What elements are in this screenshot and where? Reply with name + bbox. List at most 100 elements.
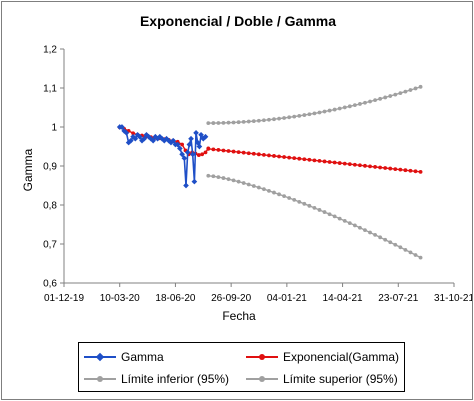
y-tick-label: 0,7 bbox=[43, 240, 57, 251]
data-point-exponencial-gamma bbox=[221, 148, 226, 153]
data-point-l-mite-inferior-95 bbox=[363, 228, 367, 233]
data-point-l-mite-superior-95 bbox=[211, 121, 216, 125]
data-point-l-mite-inferior-95 bbox=[312, 205, 317, 210]
data-point-l-mite-inferior-95 bbox=[297, 199, 302, 204]
legend-symbol-gamma bbox=[84, 352, 116, 362]
chart-title: Exponencial / Doble / Gamma bbox=[140, 13, 336, 29]
data-point-l-mite-superior-95 bbox=[322, 109, 327, 114]
legend-item-superior: Límite superior (95%) bbox=[245, 371, 398, 387]
data-point-l-mite-superior-95 bbox=[231, 120, 236, 125]
data-point-exponencial-gamma bbox=[277, 154, 281, 159]
data-point-gamma bbox=[174, 141, 181, 148]
data-point-exponencial-gamma bbox=[398, 167, 403, 172]
data-point-l-mite-superior-95 bbox=[378, 96, 383, 101]
legend-symbol-inferior bbox=[84, 376, 116, 382]
data-point-l-mite-inferior-95 bbox=[267, 188, 271, 193]
data-point-l-mite-inferior-95 bbox=[236, 179, 241, 184]
data-point-exponencial-gamma bbox=[388, 166, 393, 171]
data-point-l-mite-superior-95 bbox=[236, 120, 241, 125]
data-point-gamma bbox=[170, 137, 177, 144]
data-point-l-mite-inferior-95 bbox=[261, 187, 266, 192]
data-point-exponencial-gamma bbox=[383, 166, 388, 170]
data-point-exponencial-gamma bbox=[267, 153, 271, 158]
data-point-l-mite-inferior-95 bbox=[256, 185, 261, 190]
x-tick-label: 04-01-21 bbox=[267, 293, 307, 304]
data-point-l-mite-inferior-95 bbox=[302, 201, 307, 206]
data-point-l-mite-superior-95 bbox=[327, 108, 332, 113]
data-point-l-mite-inferior-95 bbox=[368, 230, 372, 235]
y-tick-label: 0,6 bbox=[43, 279, 57, 290]
data-point-exponencial-gamma bbox=[342, 161, 347, 166]
data-point-exponencial-gamma bbox=[322, 159, 327, 164]
data-point-l-mite-superior-95 bbox=[221, 120, 226, 125]
data-point-gamma bbox=[196, 143, 203, 150]
data-point-l-mite-superior-95 bbox=[256, 118, 261, 123]
data-point-l-mite-superior-95 bbox=[206, 121, 211, 125]
data-point-exponencial-gamma bbox=[196, 153, 201, 157]
series-exponencial-gamma bbox=[117, 125, 423, 174]
data-point-l-mite-superior-95 bbox=[388, 94, 393, 98]
data-point-gamma bbox=[183, 182, 189, 189]
data-point-exponencial-gamma bbox=[206, 146, 211, 151]
data-point-gamma bbox=[188, 135, 194, 142]
data-point-l-mite-superior-95 bbox=[418, 84, 423, 89]
data-point-l-mite-inferior-95 bbox=[307, 203, 312, 208]
data-point-l-mite-inferior-95 bbox=[373, 232, 377, 237]
data-point-l-mite-superior-95 bbox=[337, 106, 342, 111]
data-point-exponencial-gamma bbox=[413, 169, 418, 174]
data-point-gamma bbox=[184, 149, 191, 156]
legend-item-inferior: Límite inferior (95%) bbox=[83, 371, 229, 387]
data-point-l-mite-inferior-95 bbox=[272, 190, 276, 195]
data-point-l-mite-inferior-95 bbox=[226, 177, 231, 182]
data-point-l-mite-superior-95 bbox=[347, 104, 352, 109]
data-point-l-mite-superior-95 bbox=[373, 98, 377, 103]
x-tick-label: 01-12-19 bbox=[44, 293, 84, 304]
data-point-gamma bbox=[136, 133, 143, 140]
data-point-l-mite-superior-95 bbox=[282, 116, 287, 120]
data-point-exponencial-gamma bbox=[358, 163, 362, 168]
series-layer bbox=[116, 84, 423, 260]
data-point-exponencial-gamma bbox=[282, 155, 287, 159]
legend-symbol-superior bbox=[246, 376, 278, 382]
data-point-exponencial-gamma bbox=[211, 147, 216, 152]
data-point-l-mite-superior-95 bbox=[287, 115, 292, 120]
data-point-l-mite-inferior-95 bbox=[358, 225, 362, 230]
data-point-l-mite-inferior-95 bbox=[241, 181, 246, 185]
data-point-l-mite-inferior-95 bbox=[287, 196, 292, 200]
data-point-exponencial-gamma bbox=[307, 157, 312, 162]
x-tick-label: 26-09-20 bbox=[211, 293, 251, 304]
data-point-gamma bbox=[189, 151, 196, 158]
legend-item-exponencial: Exponencial(Gamma) bbox=[245, 349, 399, 365]
data-point-exponencial-gamma bbox=[403, 168, 408, 173]
series-line-l-mite-superior-95 bbox=[208, 86, 421, 124]
data-point-l-mite-superior-95 bbox=[267, 117, 271, 122]
data-point-gamma bbox=[202, 133, 209, 140]
y-axis-title: Gamma bbox=[21, 148, 35, 191]
legend-symbol-exponencial bbox=[246, 354, 278, 360]
data-point-l-mite-superior-95 bbox=[292, 114, 297, 119]
data-point-l-mite-inferior-95 bbox=[413, 253, 418, 257]
data-point-l-mite-inferior-95 bbox=[246, 182, 251, 187]
data-point-gamma bbox=[198, 131, 204, 138]
data-point-l-mite-superior-95 bbox=[332, 107, 337, 112]
data-point-l-mite-inferior-95 bbox=[398, 245, 403, 250]
data-point-exponencial-gamma bbox=[180, 142, 185, 147]
data-point-l-mite-inferior-95 bbox=[383, 237, 388, 242]
data-point-l-mite-superior-95 bbox=[363, 100, 367, 105]
data-point-l-mite-inferior-95 bbox=[277, 192, 281, 197]
data-point-exponencial-gamma bbox=[327, 160, 332, 164]
data-point-exponencial-gamma bbox=[200, 152, 205, 157]
data-point-l-mite-inferior-95 bbox=[418, 255, 423, 260]
series-gamma bbox=[116, 124, 209, 189]
data-point-l-mite-superior-95 bbox=[272, 117, 276, 122]
data-point-l-mite-inferior-95 bbox=[327, 212, 332, 217]
data-point-l-mite-superior-95 bbox=[393, 92, 398, 97]
data-point-exponencial-gamma bbox=[312, 158, 317, 163]
legend: Gamma Exponencial(Gamma) Límite inferior… bbox=[78, 342, 405, 392]
data-point-gamma bbox=[177, 145, 183, 152]
data-point-l-mite-superior-95 bbox=[246, 119, 251, 124]
data-point-gamma bbox=[141, 135, 148, 142]
data-point-l-mite-inferior-95 bbox=[251, 184, 256, 188]
y-tick-label: 1,1 bbox=[43, 84, 57, 95]
